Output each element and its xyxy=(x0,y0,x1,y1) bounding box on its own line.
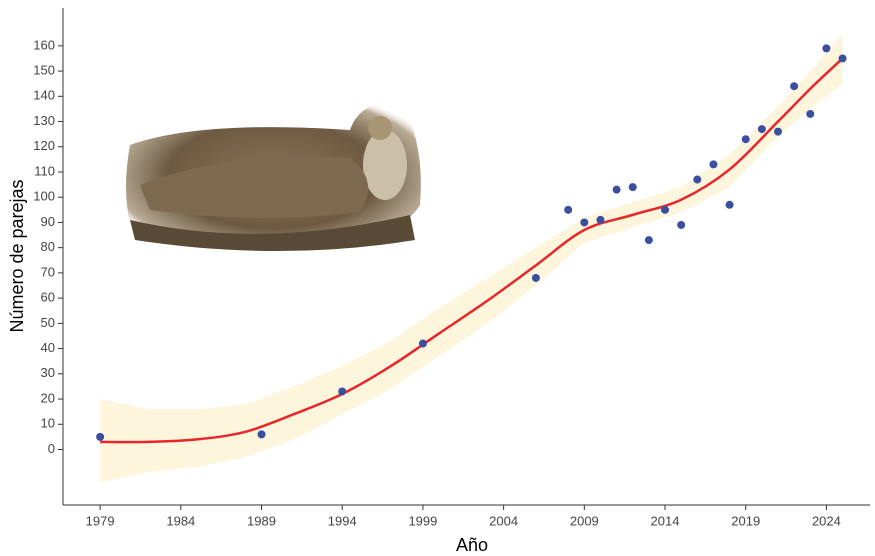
y-axis-title: Número de parejas xyxy=(7,179,27,332)
y-tick-label: 10 xyxy=(41,416,55,431)
y-tick-label: 110 xyxy=(34,163,55,178)
confidence-band xyxy=(100,33,842,482)
chart: 0 10 20 30 40 50 60 70 80 90 100 110 120 130 140 150 160… xyxy=(0,0,875,556)
y-tick-label: 100 xyxy=(33,189,55,204)
data-point xyxy=(693,176,701,184)
data-point xyxy=(258,430,266,438)
y-tick-label: 50 xyxy=(41,315,55,330)
data-point xyxy=(709,160,717,168)
x-tick-label: 2009 xyxy=(570,513,599,528)
fit-line xyxy=(100,58,842,442)
data-point xyxy=(758,125,766,133)
data-point xyxy=(613,186,621,194)
data-point xyxy=(774,128,782,136)
data-point xyxy=(564,206,572,214)
x-tick-label: 1994 xyxy=(328,513,357,528)
y-tick-label: 150 xyxy=(33,63,55,78)
vulture-head xyxy=(368,116,392,140)
x-tick-label: 2014 xyxy=(651,513,680,528)
x-tick-label: 2004 xyxy=(489,513,518,528)
x-tick-label: 1999 xyxy=(408,513,437,528)
y-tick-label: 0 xyxy=(48,441,55,456)
y-tick-label: 130 xyxy=(33,113,55,128)
data-point xyxy=(96,433,104,441)
y-tick-label: 30 xyxy=(41,365,55,380)
data-point xyxy=(532,274,540,282)
y-tick-label: 120 xyxy=(33,138,55,153)
data-point xyxy=(790,82,798,90)
data-point xyxy=(419,340,427,348)
data-point xyxy=(645,236,653,244)
x-tick-label: 1989 xyxy=(247,513,276,528)
x-tick-label: 1984 xyxy=(166,513,195,528)
x-tick-label: 1979 xyxy=(86,513,115,528)
x-tick-label: 2024 xyxy=(812,513,841,528)
data-point xyxy=(742,135,750,143)
data-point xyxy=(677,221,685,229)
data-point xyxy=(726,201,734,209)
vulture-photo xyxy=(126,102,421,251)
y-tick-label: 40 xyxy=(41,340,55,355)
vulture-neck xyxy=(363,130,407,200)
y-tick-label: 60 xyxy=(41,290,55,305)
y-tick-label: 20 xyxy=(41,390,55,405)
data-point xyxy=(580,218,588,226)
y-tick-label: 70 xyxy=(41,264,55,279)
y-tick-label: 90 xyxy=(41,214,55,229)
y-tick-label: 140 xyxy=(33,88,55,103)
x-tick-label: 2019 xyxy=(731,513,760,528)
y-tick-label: 80 xyxy=(41,239,55,254)
data-point xyxy=(596,216,604,224)
x-axis-title: Año xyxy=(456,535,488,555)
plot-area: 0 10 20 30 40 50 60 70 80 90 100 110 120 130 140 150 160… xyxy=(33,8,870,528)
data-point xyxy=(839,54,847,62)
data-point xyxy=(822,44,830,52)
y-tick-label: 160 xyxy=(33,37,55,52)
data-point xyxy=(806,110,814,118)
data-point xyxy=(661,206,669,214)
data-point xyxy=(629,183,637,191)
data-point xyxy=(338,387,346,395)
